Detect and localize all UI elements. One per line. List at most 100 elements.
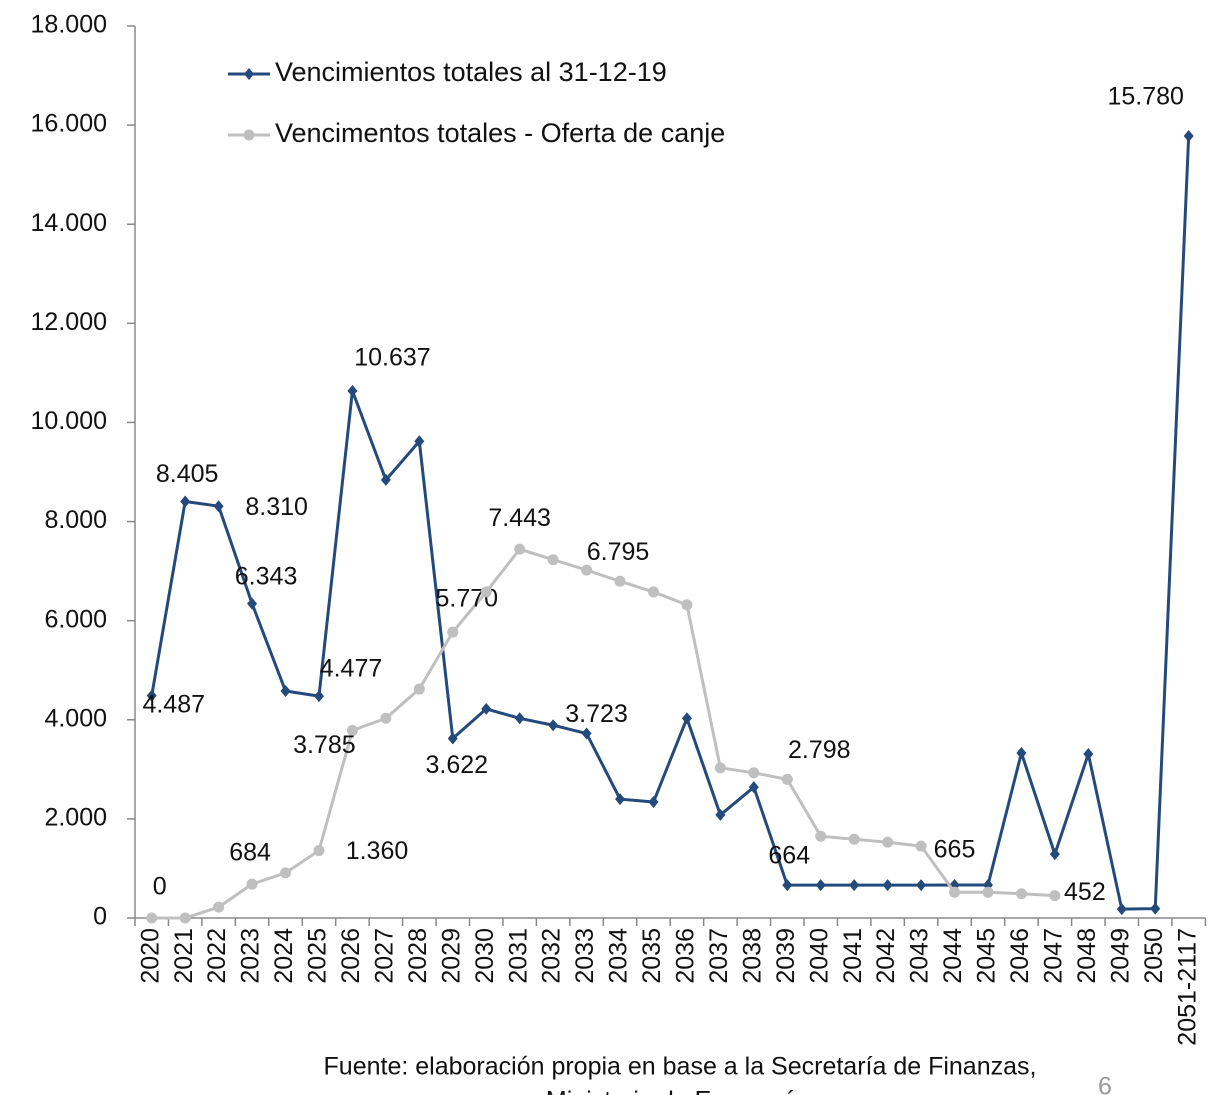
data-label: 6.795 <box>587 538 650 566</box>
x-tick-label: 2035 <box>638 928 666 984</box>
y-tick-label: 10.000 <box>31 407 107 435</box>
y-tick-label: 8.000 <box>44 506 107 534</box>
marker <box>848 833 860 845</box>
legend-label: Vencimentos totales - Oferta de canje <box>275 118 725 148</box>
marker <box>715 808 726 821</box>
marker <box>313 845 325 857</box>
marker <box>748 767 760 779</box>
marker <box>380 473 391 486</box>
y-tick-label: 18.000 <box>31 11 107 39</box>
marker <box>1049 890 1061 902</box>
data-label: 8.405 <box>156 460 219 488</box>
data-label: 3.785 <box>293 731 356 759</box>
marker <box>280 685 291 698</box>
marker <box>882 836 894 848</box>
marker <box>280 867 292 879</box>
marker <box>380 712 392 724</box>
marker <box>1150 902 1161 915</box>
x-tick-label: 2051-2117 <box>1173 928 1201 1046</box>
marker <box>815 879 826 892</box>
marker <box>647 586 659 598</box>
marker <box>514 712 525 725</box>
x-tick-label: 2048 <box>1073 928 1101 984</box>
marker <box>815 830 827 842</box>
data-label: 665 <box>934 836 976 864</box>
x-tick-label: 2033 <box>571 928 599 984</box>
source-line: Fuente: elaboración propia en base a la … <box>324 1053 1037 1081</box>
x-tick-label: 2025 <box>304 928 332 984</box>
x-tick-label: 2040 <box>805 928 833 984</box>
marker <box>916 879 927 892</box>
data-label: 3.723 <box>565 700 628 728</box>
y-tick-label: 16.000 <box>31 110 107 138</box>
marker <box>413 683 425 695</box>
x-tick-label: 2047 <box>1039 928 1067 984</box>
marker <box>1049 848 1060 861</box>
marker <box>782 879 793 892</box>
data-label: 4.487 <box>142 690 205 718</box>
marker <box>1183 130 1194 143</box>
marker <box>1016 746 1027 759</box>
marker <box>179 912 191 924</box>
marker <box>146 912 158 924</box>
x-tick-label: 2023 <box>237 928 265 984</box>
marker <box>849 879 860 892</box>
marker <box>681 599 693 611</box>
marker <box>882 879 893 892</box>
x-tick-label: 2032 <box>538 928 566 984</box>
marker <box>414 435 425 448</box>
marker <box>346 724 358 736</box>
x-tick-label: 2022 <box>203 928 231 984</box>
marker <box>347 384 358 397</box>
data-label: 0 <box>153 873 167 901</box>
data-label: 4.477 <box>320 655 383 683</box>
y-tick-label: 12.000 <box>31 308 107 336</box>
marker <box>982 886 994 898</box>
x-tick-label: 2029 <box>437 928 465 984</box>
page-number: 6 <box>1098 1073 1112 1095</box>
marker <box>213 500 224 513</box>
marker <box>681 712 692 725</box>
marker <box>1083 747 1094 760</box>
x-tick-label: 2037 <box>705 928 733 984</box>
marker <box>1015 888 1027 900</box>
series-line <box>151 547 1055 920</box>
legend-label: Vencimientos totales al 31-12-19 <box>275 57 667 87</box>
data-label: 6.343 <box>235 562 298 590</box>
x-tick-label: 2036 <box>672 928 700 984</box>
data-label: 3.622 <box>425 751 488 779</box>
x-tick-label: 2031 <box>504 928 532 984</box>
marker <box>581 564 593 576</box>
marker <box>447 626 459 638</box>
marker <box>146 689 157 702</box>
y-tick-label: 6.000 <box>44 605 107 633</box>
marker <box>581 727 592 740</box>
marker <box>246 878 258 890</box>
marker <box>481 702 492 715</box>
series-line <box>150 135 1191 911</box>
x-tick-label: 2027 <box>370 928 398 984</box>
marker <box>714 762 726 774</box>
x-tick-label: 2030 <box>471 928 499 984</box>
data-label: 8.310 <box>245 493 308 521</box>
x-tick-label: 2049 <box>1106 928 1134 984</box>
y-tick-label: 4.000 <box>44 704 107 732</box>
marker <box>547 554 559 566</box>
marker <box>1116 903 1127 916</box>
x-tick-label: 2028 <box>404 928 432 984</box>
x-tick-label: 2046 <box>1006 928 1034 984</box>
x-tick-label: 2026 <box>337 928 365 984</box>
marker <box>748 781 759 794</box>
y-tick-label: 0 <box>93 903 107 931</box>
marker <box>313 690 324 703</box>
x-tick-label: 2042 <box>872 928 900 984</box>
data-label: 664 <box>768 842 810 870</box>
data-label: 7.443 <box>488 504 551 532</box>
data-label: 1.360 <box>346 837 409 865</box>
y-tick-label: 14.000 <box>31 209 107 237</box>
data-label: 15.780 <box>1107 83 1183 111</box>
marker <box>247 597 258 610</box>
x-tick-label: 2034 <box>605 928 633 984</box>
x-tick-label: 2041 <box>839 928 867 984</box>
